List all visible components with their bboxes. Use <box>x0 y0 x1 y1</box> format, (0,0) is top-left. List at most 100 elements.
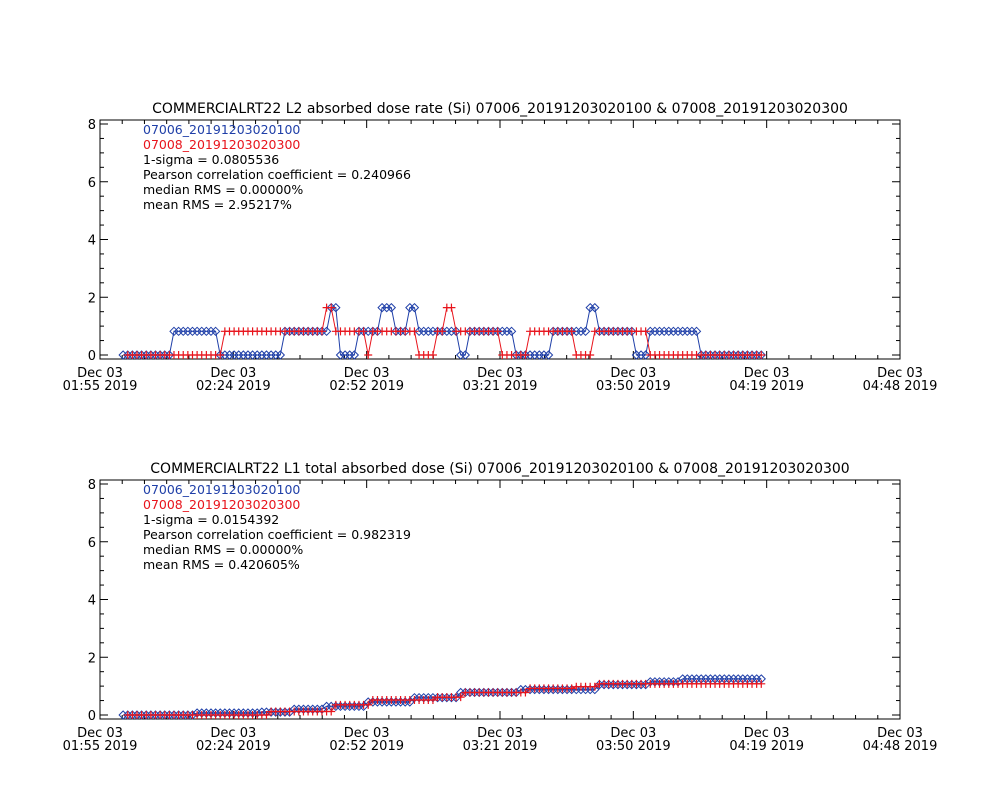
data-point <box>262 711 271 719</box>
data-point <box>220 350 230 360</box>
x-tick-label-date: Dec 03 <box>877 366 923 381</box>
data-point <box>118 710 128 720</box>
data-point <box>391 697 401 707</box>
y-tick-label: 4 <box>88 234 96 249</box>
y-tick-label: 8 <box>88 478 96 493</box>
data-point <box>534 350 545 360</box>
data-point <box>405 697 415 707</box>
data-point <box>349 350 360 360</box>
data-point <box>682 326 692 337</box>
data-point <box>327 707 336 716</box>
data-point <box>636 350 646 360</box>
x-tick-label-date: Dec 03 <box>610 366 656 381</box>
x-tick-label-date: Dec 03 <box>877 726 923 741</box>
data-point <box>631 350 642 360</box>
x-tick-label-date: Dec 03 <box>744 726 790 741</box>
y-tick-label: 2 <box>88 291 96 306</box>
data-point <box>613 326 623 337</box>
data-point <box>548 326 558 337</box>
y-tick-label: 0 <box>88 349 96 364</box>
data-point <box>576 326 586 337</box>
data-point <box>474 326 484 337</box>
data-point <box>687 326 697 337</box>
data-point <box>368 697 378 707</box>
data-point <box>521 351 530 359</box>
data-point <box>567 327 576 336</box>
data-point <box>331 302 341 313</box>
data-point <box>446 326 457 337</box>
data-point <box>405 302 415 313</box>
data-point <box>243 350 253 360</box>
data-point <box>594 326 605 337</box>
data-point <box>381 697 392 707</box>
data-point <box>608 326 619 337</box>
data-point <box>586 351 595 359</box>
data-point <box>354 326 364 337</box>
series-1 <box>118 302 766 360</box>
y-tick-label: 4 <box>88 594 96 609</box>
data-point <box>590 682 599 691</box>
data-point <box>543 350 554 360</box>
x-tick-label-date: Dec 03 <box>77 366 123 381</box>
data-point <box>364 351 373 359</box>
annotation-1: 1-sigma = 0.0805536 <box>143 152 279 167</box>
data-point <box>327 303 336 312</box>
x-tick-label-time: 03:21 2019 <box>463 379 538 394</box>
annotation-2: Pearson correlation coefficient = 0.2409… <box>143 167 411 182</box>
x-tick-label-time: 04:19 2019 <box>729 379 804 394</box>
data-point <box>451 692 461 703</box>
data-point <box>381 302 392 313</box>
data-point <box>673 326 683 337</box>
data-point <box>271 707 281 717</box>
data-point <box>224 350 235 360</box>
data-point <box>409 302 420 313</box>
data-point <box>627 326 637 337</box>
x-tick-label-date: Dec 03 <box>744 366 790 381</box>
legend-entry-1: 07006_20191203020100 <box>143 122 300 137</box>
data-point <box>275 350 286 360</box>
annotation-4: mean RMS = 0.420605% <box>143 557 300 572</box>
x-tick-label-time: 02:52 2019 <box>329 379 404 394</box>
data-point <box>590 684 600 695</box>
y-tick-label: 0 <box>88 709 96 724</box>
data-point <box>521 688 530 697</box>
x-tick-label-time: 02:24 2019 <box>196 379 271 394</box>
data-point <box>377 697 387 707</box>
data-point <box>451 326 461 337</box>
data-point <box>617 326 628 337</box>
data-point <box>465 326 475 337</box>
data-point <box>590 302 600 313</box>
data-point <box>460 350 471 360</box>
legend-entry-1: 07006_20191203020100 <box>143 482 300 497</box>
data-point <box>368 326 378 337</box>
data-point <box>395 326 406 337</box>
data-point <box>483 326 494 337</box>
data-point <box>640 350 651 360</box>
data-point <box>386 697 397 707</box>
legend-entry-2: 07008_20191203020300 <box>143 497 300 512</box>
data-point <box>432 326 443 337</box>
data-point <box>372 326 383 337</box>
data-point <box>432 692 443 703</box>
annotation-3: median RMS = 0.00000% <box>143 182 303 197</box>
data-point <box>284 326 295 337</box>
data-point <box>118 350 128 360</box>
annotation-2: Pearson correlation coefficient = 0.9823… <box>143 527 411 542</box>
data-point <box>386 302 397 313</box>
data-point <box>257 350 267 360</box>
data-point <box>455 350 466 360</box>
data-point <box>580 684 591 695</box>
annotation-1: 1-sigma = 0.0154392 <box>143 512 279 527</box>
data-point <box>691 326 702 337</box>
data-point <box>641 327 650 336</box>
data-point <box>622 326 632 337</box>
data-point <box>345 350 355 360</box>
x-tick-label-date: Dec 03 <box>610 726 656 741</box>
x-tick-label-date: Dec 03 <box>210 366 256 381</box>
x-tick-label-time: 03:50 2019 <box>596 379 671 394</box>
data-point <box>359 327 368 336</box>
data-point <box>247 350 258 360</box>
data-point <box>645 326 655 337</box>
data-point <box>492 326 503 337</box>
x-tick-label-date: Dec 03 <box>344 366 390 381</box>
